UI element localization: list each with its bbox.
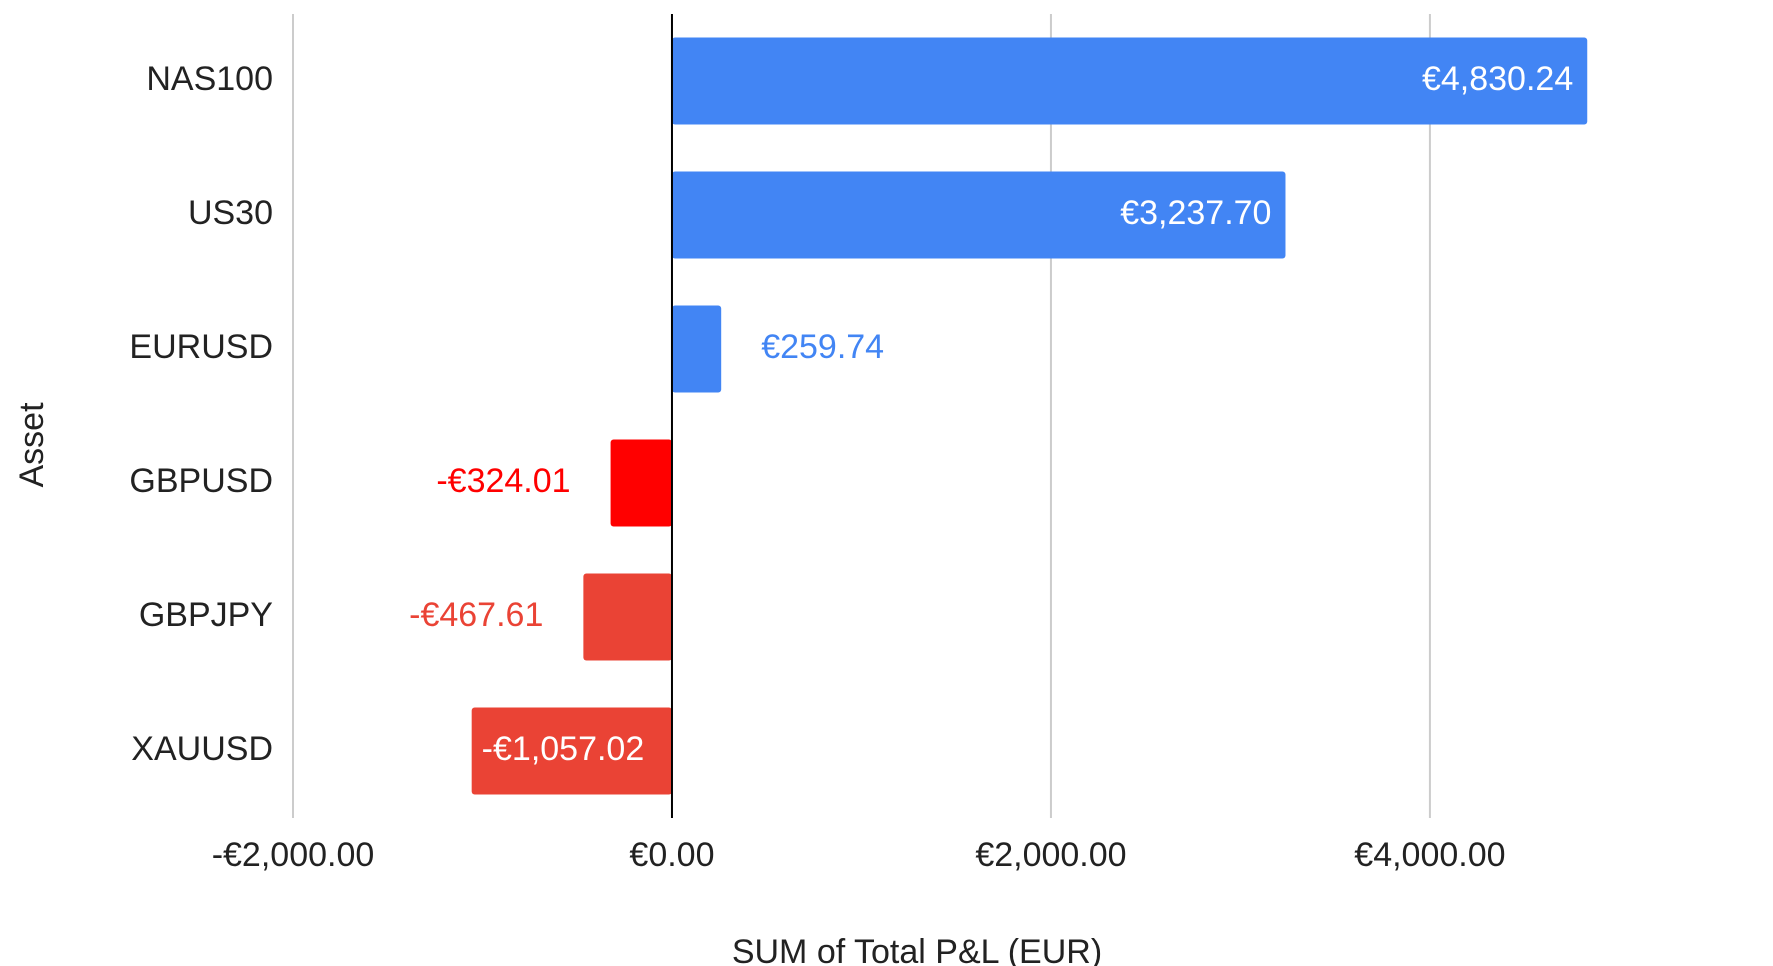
data-label: -€324.01 [436,462,570,500]
bar [671,305,722,393]
x-tick-label: €4,000.00 [1354,836,1505,874]
bar [471,707,672,795]
y-tick-label: GBPJPY [139,596,273,634]
x-tick-label: -€2,000.00 [212,836,375,874]
x-tick-label: €0.00 [629,836,714,874]
bar [610,439,672,527]
data-label: €4,830.24 [1422,60,1573,98]
y-tick-label: GBPUSD [129,462,273,500]
y-axis-title: Asset [13,402,51,488]
data-label: -€1,057.02 [482,730,645,768]
y-tick-label: US30 [188,194,273,232]
y-tick-label: EURUSD [129,328,273,366]
data-label: €259.74 [761,328,884,366]
data-label: -€467.61 [409,596,543,634]
bar [671,171,1286,259]
x-tick-label: €2,000.00 [975,836,1126,874]
bar [583,573,672,661]
y-tick-label: NAS100 [146,60,273,98]
y-tick-label: XAUUSD [131,730,273,768]
bar [671,37,1588,125]
x-axis-title: SUM of Total P&L (EUR) [732,933,1102,966]
data-label: €3,237.70 [1120,194,1271,232]
